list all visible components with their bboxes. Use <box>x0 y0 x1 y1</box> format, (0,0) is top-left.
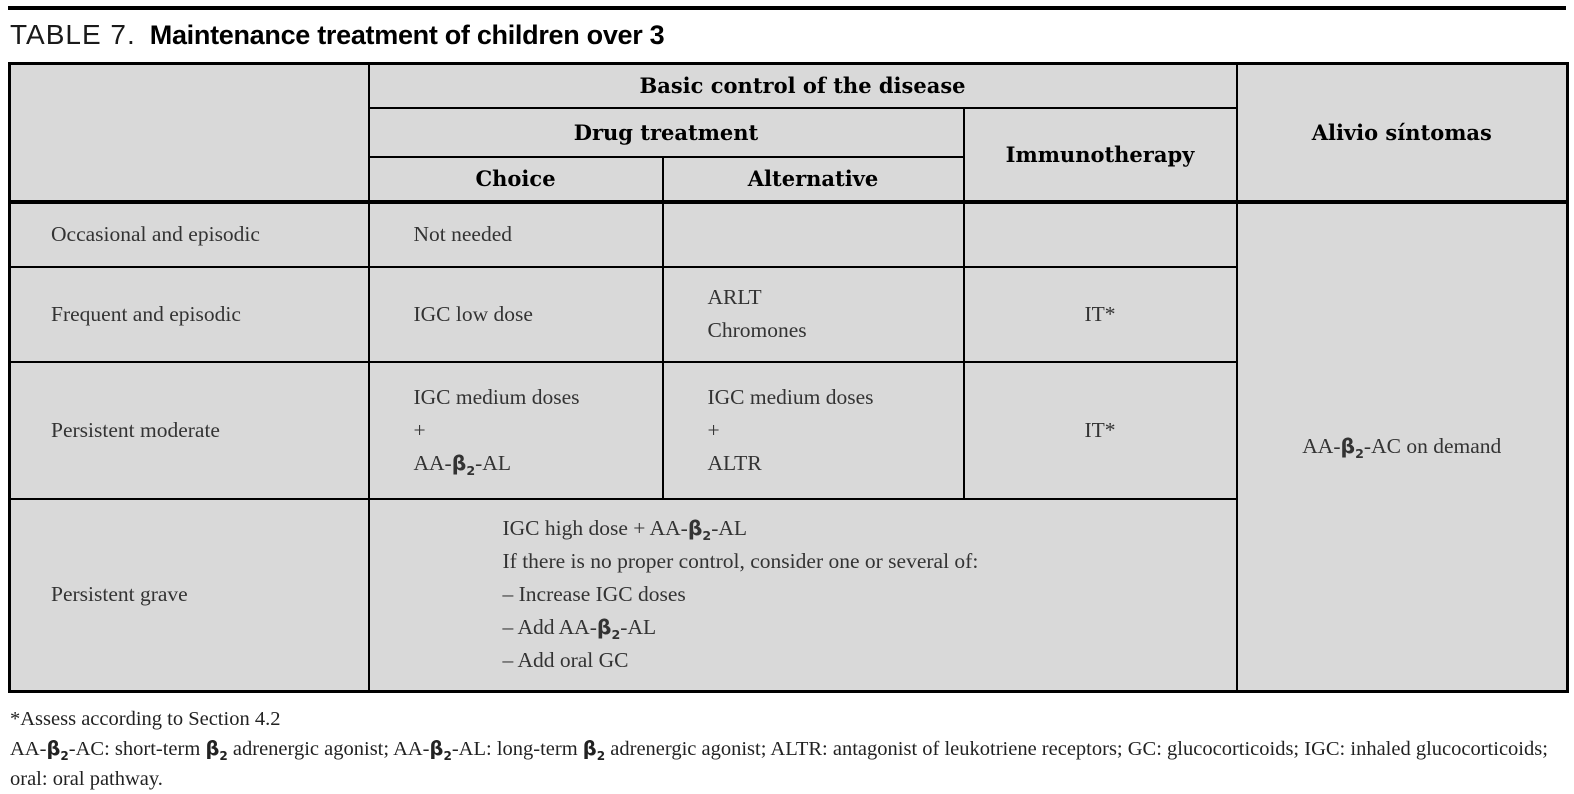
cell-choice: Not needed <box>367 199 664 268</box>
cell-symptom-relief: AA-β2-AC on demand <box>1235 199 1569 693</box>
table-number-label: TABLE 7. <box>10 19 136 50</box>
header-row-2: Drug treatment Immunotherapy <box>10 106 1568 203</box>
cell-immunotherapy: IT* <box>962 265 1238 363</box>
cell-alternative: ARLT Chromones <box>661 265 965 363</box>
cell-severity: Persistent moderate <box>8 360 370 500</box>
header-symptom-relief: Alivio síntomas <box>1235 62 1569 203</box>
table-title-text: Maintenance treatment of children over 3 <box>149 20 665 50</box>
header-immunotherapy: Immunotherapy <box>962 106 1238 203</box>
header-choice: Choice <box>367 155 664 203</box>
cell-choice: IGC low dose <box>367 265 664 363</box>
cell-choice: IGC medium doses + AA-β2-AL <box>367 360 664 500</box>
table-row-occasional: Occasional and episodic Not needed AA-β2… <box>8 199 1569 693</box>
cell-alternative: IGC medium doses + ALTR <box>661 360 965 500</box>
cell-severity: Occasional and episodic <box>8 199 370 268</box>
table-row-frequent: Frequent and episodic IGC low dose ARLT … <box>8 265 1568 363</box>
header-row-3: Choice Alternative <box>10 155 1568 203</box>
footnote-abbreviations: AA-β2-AC: short-term β2 adrenergic agoni… <box>10 737 1548 790</box>
header-drug-treatment: Drug treatment <box>367 106 965 158</box>
footnote-assess: *Assess according to Section 4.2 <box>10 708 281 730</box>
header-row-1: Basic control of the disease Alivio sínt… <box>8 62 1569 203</box>
cell-immunotherapy <box>962 199 1238 268</box>
corner-empty-cell <box>8 62 370 203</box>
cell-severity: Frequent and episodic <box>8 265 370 363</box>
header-basic-control: Basic control of the disease <box>367 62 1238 109</box>
table-row-persistent-grave: Persistent grave IGC high dose + AA-β2-A… <box>8 497 1568 693</box>
table-title: TABLE 7. Maintenance treatment of childr… <box>8 6 1566 62</box>
cell-combined-treatment: IGC high dose + AA-β2-AL If there is no … <box>367 497 1238 693</box>
cell-immunotherapy: IT* <box>962 360 1238 500</box>
cell-severity: Persistent grave <box>8 497 370 693</box>
treatment-table: Basic control of the disease Alivio sínt… <box>8 62 1570 693</box>
header-alternative: Alternative <box>661 155 965 203</box>
footnotes: *Assess according to Section 4.2 AA-β2-A… <box>8 693 1566 794</box>
table-row-persistent-moderate: Persistent moderate IGC medium doses + A… <box>8 360 1568 500</box>
cell-alternative <box>661 199 965 268</box>
